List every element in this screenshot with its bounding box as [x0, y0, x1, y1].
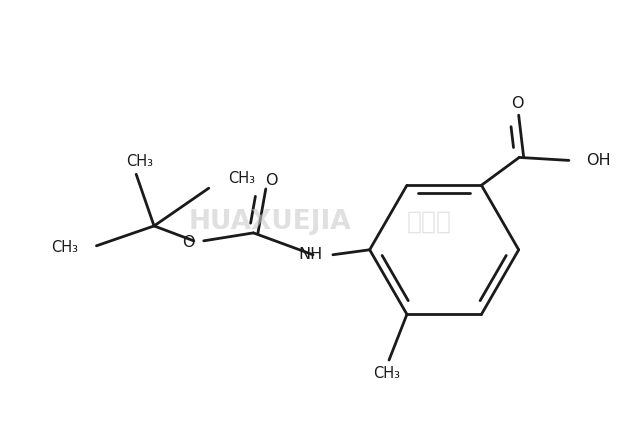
- Text: CH₃: CH₃: [229, 171, 255, 186]
- Text: CH₃: CH₃: [373, 366, 401, 381]
- Text: CH₃: CH₃: [125, 154, 153, 169]
- Text: O: O: [511, 96, 524, 111]
- Text: O: O: [265, 173, 278, 188]
- Text: OH: OH: [586, 153, 610, 168]
- Text: CH₃: CH₃: [52, 240, 78, 255]
- Text: NH: NH: [299, 247, 323, 262]
- Text: HUAXUEJIA: HUAXUEJIA: [189, 209, 352, 235]
- Text: 化学加: 化学加: [407, 210, 452, 234]
- Text: O: O: [182, 235, 195, 250]
